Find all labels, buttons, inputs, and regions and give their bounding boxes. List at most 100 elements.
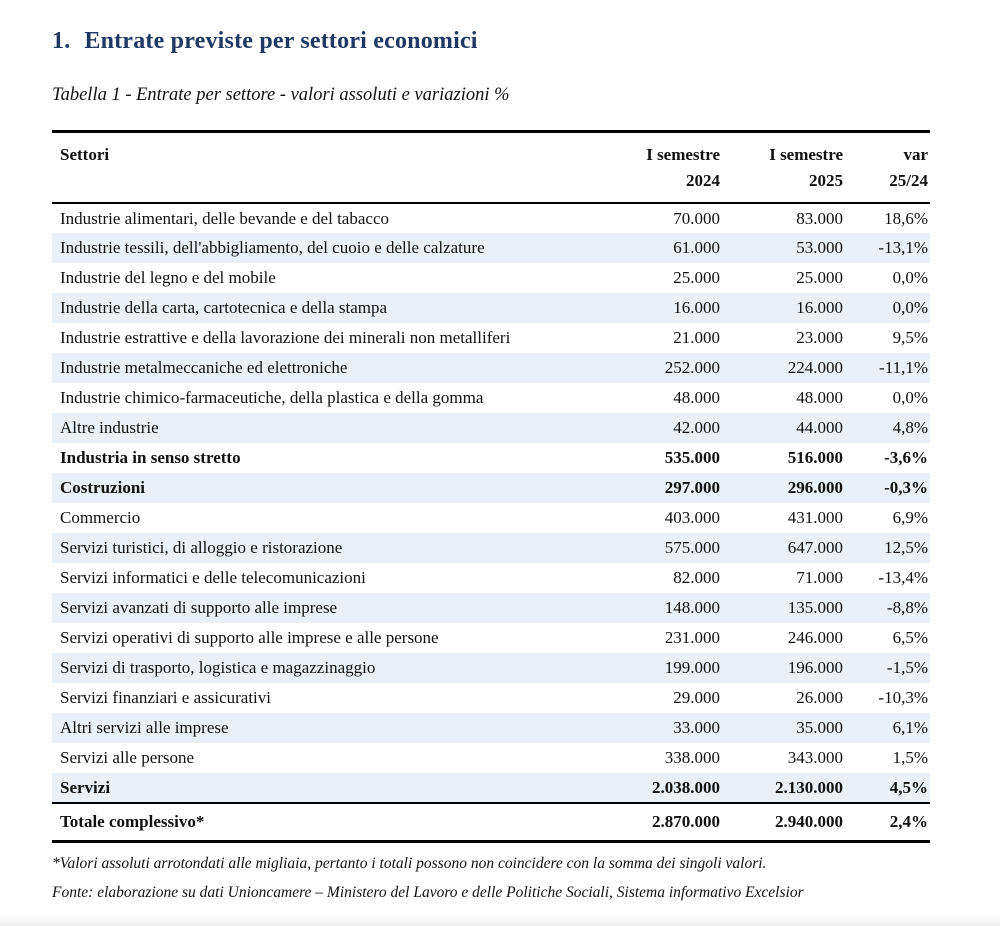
- value-2024-cell: 25.000: [673, 268, 720, 287]
- sector-cell: Altre industrie: [60, 418, 159, 437]
- table-row: Servizi di trasporto, logistica e magazz…: [52, 653, 930, 683]
- value-2025-cell: 48.000: [796, 388, 843, 407]
- variation-cell: -13,4%: [878, 568, 928, 587]
- table-row: Industrie estrattive e della lavorazione…: [52, 323, 930, 353]
- variation-cell: 0,0%: [892, 388, 928, 407]
- value-2024-cell: 403.000: [664, 508, 720, 527]
- table-row: Industrie metalmeccaniche ed elettronich…: [52, 353, 930, 383]
- sector-cell: Servizi: [60, 777, 111, 797]
- value-2025-cell: 44.000: [796, 418, 843, 437]
- table-row: Servizi alle persone 338.000 343.000 1,5%: [52, 743, 930, 773]
- value-2025-cell: 35.000: [796, 718, 843, 737]
- section-title: 1. Entrate previste per settori economici: [52, 28, 930, 55]
- sector-cell: Commercio: [60, 508, 141, 527]
- table-row: Servizi avanzati di supporto alle impres…: [52, 593, 930, 623]
- value-2025-cell: 647.000: [787, 538, 843, 557]
- variation-cell: -8,8%: [886, 598, 928, 617]
- variation-cell: 6,5%: [892, 628, 928, 647]
- section-number: 1.: [52, 28, 71, 54]
- value-2025-cell: 516.000: [787, 448, 843, 467]
- variation-cell: -10,3%: [878, 688, 928, 707]
- value-2024-cell: 33.000: [673, 718, 720, 737]
- table-row: Commercio 403.000 431.000 6,9%: [52, 503, 930, 533]
- table-row: Industrie del legno e del mobile 25.000 25…: [52, 263, 930, 293]
- variation-cell: -13,1%: [878, 238, 928, 257]
- variation-cell: 12,5%: [884, 538, 928, 557]
- variation-cell: -3,6%: [884, 448, 928, 467]
- variation-cell: -1,5%: [886, 658, 928, 677]
- value-2025-cell: 135.000: [787, 598, 843, 617]
- value-2024-cell: 297.000: [664, 478, 720, 497]
- table-row: Totale complessivo* 2.870.000 2.940.000 2,4…: [52, 802, 930, 841]
- variation-cell: 6,1%: [892, 718, 928, 737]
- sector-cell: Industrie della carta, cartotecnica e de…: [60, 298, 388, 317]
- variation-cell: 6,9%: [892, 508, 928, 527]
- sector-cell: Servizi avanzati di supporto alle impres…: [60, 598, 338, 617]
- sector-cell: Industrie tessili, dell'abbigliamento, d…: [60, 238, 485, 257]
- sector-cell: Totale complessivo*: [52, 802, 572, 841]
- table-row: Altri servizi alle imprese 33.000 35.000 6,…: [52, 713, 930, 743]
- variation-cell: 9,5%: [892, 328, 928, 347]
- table-row: Servizi turistici, di alloggio e ristora…: [52, 533, 930, 563]
- value-2025-cell: 2.940.000: [722, 802, 845, 841]
- value-2024-cell: 16.000: [673, 298, 720, 317]
- variation-cell: 1,5%: [892, 748, 928, 767]
- sector-cell: Servizi informatici e delle telecomunica…: [60, 568, 366, 587]
- value-2025-cell: 53.000: [796, 238, 843, 257]
- value-2024-cell: 61.000: [673, 238, 720, 257]
- value-2025-cell: 71.000: [796, 568, 843, 587]
- footnote-rounding: *Valori assoluti arrotondati alle miglia…: [52, 854, 767, 872]
- sector-cell: Industrie estrattive e della lavorazione…: [60, 328, 511, 347]
- value-2025-cell: 296.000: [787, 478, 843, 497]
- sector-cell: Costruzioni: [60, 478, 145, 497]
- table-row: Industrie della carta, cartotecnica e de…: [52, 293, 930, 323]
- table-row: Servizi informatici e delle telecomunica…: [52, 563, 930, 593]
- value-2024-cell: 82.000: [673, 568, 720, 587]
- variation-cell: 0,0%: [892, 268, 928, 287]
- value-2025-cell: 2.130.000: [775, 777, 843, 797]
- document-page: 1. Entrate previste per settori economici…: [0, 28, 1000, 905]
- table-header-row: Settori I semestre 2024 I semestre 2025 va…: [52, 131, 930, 204]
- table-row: Altre industrie 42.000 44.000 4,8%: [52, 413, 930, 443]
- table-row: Servizi 2.038.000 2.130.000 4,5%: [52, 773, 930, 803]
- table-row: Industria in senso stretto 535.000 516.000…: [52, 443, 930, 473]
- value-2025-cell: 246.000: [787, 628, 843, 647]
- table-row: Servizi finanziari e assicurativi 29.000 2…: [52, 683, 930, 713]
- sector-cell: Industria in senso stretto: [60, 448, 241, 467]
- value-2024-cell: 70.000: [673, 208, 720, 228]
- value-2024-cell: 2.038.000: [652, 777, 720, 797]
- table-row: Industrie alimentari, delle bevande e de…: [52, 203, 930, 233]
- column-header-var: var 25/24: [845, 131, 930, 204]
- table-header: Settori I semestre 2024 I semestre 2025 va…: [52, 131, 930, 204]
- variation-cell: 4,8%: [892, 418, 928, 437]
- sectors-table: Settori I semestre 2024 I semestre 2025 va…: [52, 130, 930, 843]
- sector-cell: Servizi di trasporto, logistica e magazz…: [60, 658, 376, 677]
- value-2024-cell: 21.000: [673, 328, 720, 347]
- page-bottom-edge: [0, 914, 1000, 926]
- section-title-text: Entrate previste per settori economici: [84, 28, 478, 54]
- column-header-settori: Settori: [52, 131, 572, 204]
- variation-cell: 2,4%: [845, 802, 930, 841]
- sector-cell: Servizi alle persone: [60, 748, 195, 767]
- value-2024-cell: 29.000: [673, 688, 720, 707]
- value-2025-cell: 196.000: [787, 658, 843, 677]
- value-2025-cell: 25.000: [796, 268, 843, 287]
- value-2024-cell: 338.000: [664, 748, 720, 767]
- variation-cell: 0,0%: [892, 298, 928, 317]
- value-2024-cell: 231.000: [664, 628, 720, 647]
- value-2025-cell: 26.000: [796, 688, 843, 707]
- footnote-source: Fonte: elaborazione su dati Unioncamere …: [52, 883, 804, 901]
- variation-cell: -0,3%: [884, 478, 928, 497]
- value-2024-cell: 2.870.000: [572, 802, 722, 841]
- value-2024-cell: 252.000: [664, 358, 720, 377]
- column-header-semestre-2025: I semestre 2025: [722, 131, 845, 204]
- column-header-semestre-2024: I semestre 2024: [572, 131, 722, 204]
- value-2025-cell: 16.000: [796, 298, 843, 317]
- sector-cell: Industrie metalmeccaniche ed elettronich…: [60, 358, 348, 377]
- sector-cell: Industrie del legno e del mobile: [60, 268, 276, 287]
- value-2024-cell: 535.000: [664, 448, 720, 467]
- table-body: Industrie alimentari, delle bevande e de…: [52, 203, 930, 841]
- table-row: Industrie chimico-farmaceutiche, della p…: [52, 383, 930, 413]
- sector-cell: Servizi turistici, di alloggio e ristora…: [60, 538, 343, 557]
- table-row: Costruzioni 297.000 296.000 -0,3%: [52, 473, 930, 503]
